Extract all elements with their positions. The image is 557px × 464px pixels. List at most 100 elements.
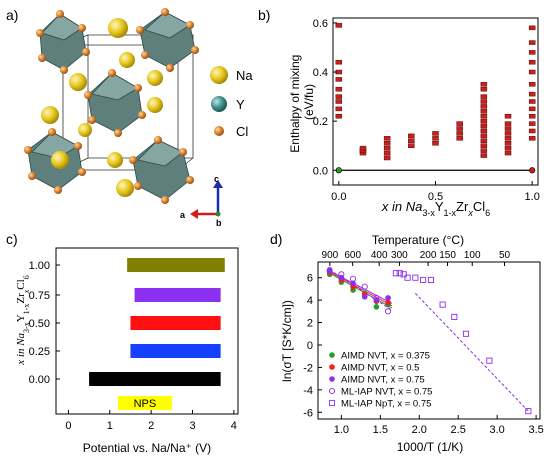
x-ticks-d: 1.0 1.5 2.0 2.5 3.0 3.5: [334, 415, 544, 436]
mixing-point-marker: [335, 106, 343, 112]
mixing-point-marker: [504, 136, 512, 141]
top-tick-label-d: 50: [499, 250, 511, 261]
ylabel-c-part-4: Zr: [15, 293, 27, 304]
data-point: [404, 274, 411, 281]
mixing-point-marker: [456, 131, 463, 136]
y-ticks-b: 0.0 0.2 0.4 0.6: [313, 18, 337, 177]
ylabel-c-sub-5: x: [22, 289, 31, 294]
legend-marker: [329, 364, 335, 370]
panel-label-a: a): [6, 7, 18, 23]
ylabel-c-part-2: Y: [15, 314, 27, 322]
xlabel-b-sub-1: 3-x: [422, 208, 435, 218]
mixing-point-marker: [528, 136, 536, 141]
ylabel-c-part-6: Cl: [15, 279, 27, 289]
data-point: [350, 275, 357, 282]
mixing-point-marker: [528, 50, 536, 55]
data-point: [525, 408, 532, 415]
y-tick-label-b: 0.4: [313, 67, 328, 79]
mixing-point-marker: [528, 59, 536, 65]
legend-marker: [328, 399, 336, 407]
mixing-point-marker: [528, 121, 536, 126]
mixing-point-marker: [456, 121, 463, 126]
xlabel-b-part-2: Y: [435, 199, 444, 214]
legend-label: ML-IAP NpT, x = 0.75: [341, 399, 431, 410]
data-point: [373, 294, 380, 301]
mixing-point-marker: [480, 113, 488, 119]
mixing-point-marker: [383, 141, 391, 146]
top-ticks-d: 900 600 400 300 200 150 100 50: [322, 250, 511, 266]
mixing-point-marker: [480, 148, 488, 153]
panel-label-c: c): [6, 231, 18, 247]
data-point: [462, 330, 470, 337]
data-point: [326, 267, 333, 275]
mixing-point-marker: [480, 94, 488, 99]
hull-point-marker: [529, 167, 536, 174]
mixing-point-marker: [528, 69, 536, 75]
data-point: [451, 313, 458, 321]
data-point: [338, 271, 345, 278]
mixing-point-marker: [432, 141, 439, 146]
legend-na-swatch: [210, 66, 228, 84]
mixing-point-marker: [504, 150, 512, 156]
xlabel-b-part-0: x in Na: [381, 199, 422, 214]
y-tick-label-d: 4: [307, 295, 313, 307]
ylabel-c-sub-3: 1-x: [22, 304, 31, 315]
mixing-point-marker: [504, 113, 512, 119]
y-ticks-d: -6 -4 -2 0 2 4 6: [303, 273, 322, 419]
stability-bar: [134, 288, 221, 302]
x-tick-label-c: 4: [231, 420, 237, 432]
y-tick-label-b: 0.6: [313, 18, 328, 30]
mixing-point-marker: [383, 155, 391, 161]
data-point: [385, 308, 392, 315]
data-point: [396, 270, 403, 277]
y-axis-label-d: ln(σT [S*K/cm]): [280, 300, 294, 382]
y-tick-label-b: 0.2: [313, 116, 328, 128]
nps-label: NPS: [134, 398, 157, 410]
y-tick-label-c: 0.00: [29, 374, 50, 386]
mixing-point-marker: [456, 126, 463, 131]
ylabel-c-part-0: x in Na: [15, 332, 27, 365]
y-tick-label-d: 0: [307, 340, 313, 352]
potential-window-chart: 1.00 0.75 0.50 0.25 0.00 0 1 2 3 4 NPS Potential…: [15, 247, 239, 455]
mixing-point-marker: [480, 118, 488, 124]
legend-label: AIMD NVT, x = 0.75: [341, 375, 425, 386]
legend-y-label: Y: [236, 97, 245, 112]
panel-label-d: d): [270, 231, 282, 247]
legend-label: AIMD NVT, x = 0.5: [341, 363, 419, 374]
legend-marker: [329, 376, 335, 382]
x-tick-label-b: 0.0: [331, 191, 346, 203]
mixing-point-marker: [480, 123, 488, 129]
plot-frame-c: [55, 247, 239, 415]
stability-bar: [127, 258, 225, 272]
mixing-point-marker: [408, 143, 415, 148]
mixing-point-marker: [456, 136, 463, 141]
x-tick-label-d: 3.0: [490, 424, 505, 436]
mixing-point-marker: [480, 153, 488, 158]
data-point: [427, 276, 434, 283]
y-ticks-c: 1.00 0.75 0.50 0.25 0.00: [29, 260, 60, 386]
y-tick-label-d: -6: [303, 407, 313, 419]
na-atoms: [41, 18, 163, 197]
data-point: [400, 271, 407, 278]
axis-c-label: c: [214, 174, 219, 184]
x-tick-label-d: 1.5: [373, 424, 388, 436]
legend-label: ML-IAP NVT, x = 0.75: [341, 387, 432, 398]
plot-frame-b: [332, 17, 539, 186]
y-tick-label-c: 0.25: [29, 346, 50, 358]
mixing-point-marker: [408, 133, 415, 139]
axes-triad: c a b: [180, 174, 223, 228]
mixing-point-marker: [480, 104, 488, 109]
x-tick-label-c: 0: [65, 420, 71, 432]
mixing-point-marker: [383, 136, 391, 141]
y-tick-label-c: 1.00: [29, 260, 50, 272]
x-tick-label-d: 2.5: [451, 424, 466, 436]
y-tick-label-d: -4: [303, 385, 313, 397]
data-point: [385, 295, 391, 301]
data-point: [361, 283, 368, 290]
xlabel-b-sub-7: 6: [485, 208, 490, 218]
mixing-point-marker: [383, 150, 391, 156]
nps-bar: [118, 396, 172, 410]
fit-line: [415, 293, 529, 412]
stability-bar: [130, 344, 221, 358]
